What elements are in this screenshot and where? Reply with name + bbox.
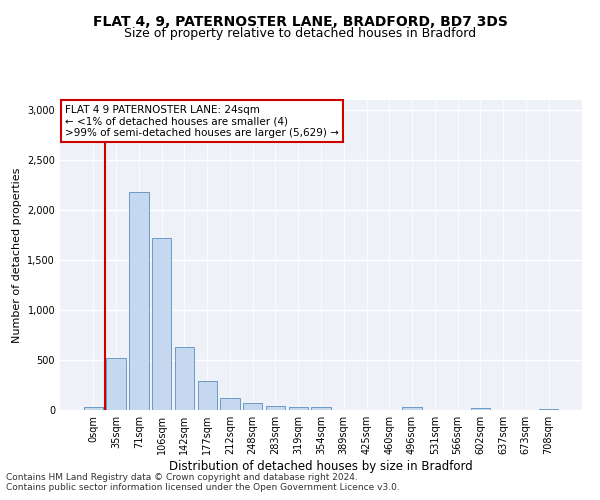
Text: Contains HM Land Registry data © Crown copyright and database right 2024.: Contains HM Land Registry data © Crown c…	[6, 474, 358, 482]
Bar	[470, 408, 490, 410]
Text: Size of property relative to detached houses in Bradford: Size of property relative to detached ho…	[124, 28, 476, 40]
Bar	[289, 406, 308, 410]
Bar	[311, 406, 331, 410]
Bar	[403, 407, 422, 410]
Bar	[129, 192, 149, 410]
Bar	[266, 406, 285, 410]
Y-axis label: Number of detached properties: Number of detached properties	[12, 168, 22, 342]
Text: FLAT 4, 9, PATERNOSTER LANE, BRADFORD, BD7 3DS: FLAT 4, 9, PATERNOSTER LANE, BRADFORD, B…	[92, 15, 508, 29]
Text: FLAT 4 9 PATERNOSTER LANE: 24sqm
← <1% of detached houses are smaller (4)
>99% o: FLAT 4 9 PATERNOSTER LANE: 24sqm ← <1% o…	[65, 104, 339, 138]
Text: Contains public sector information licensed under the Open Government Licence v3: Contains public sector information licen…	[6, 484, 400, 492]
Bar	[539, 408, 558, 410]
Bar	[106, 358, 126, 410]
Bar	[197, 381, 217, 410]
Bar	[220, 398, 239, 410]
Bar	[243, 403, 262, 410]
Bar	[152, 238, 172, 410]
Bar	[84, 407, 103, 410]
Bar	[175, 346, 194, 410]
X-axis label: Distribution of detached houses by size in Bradford: Distribution of detached houses by size …	[169, 460, 473, 473]
